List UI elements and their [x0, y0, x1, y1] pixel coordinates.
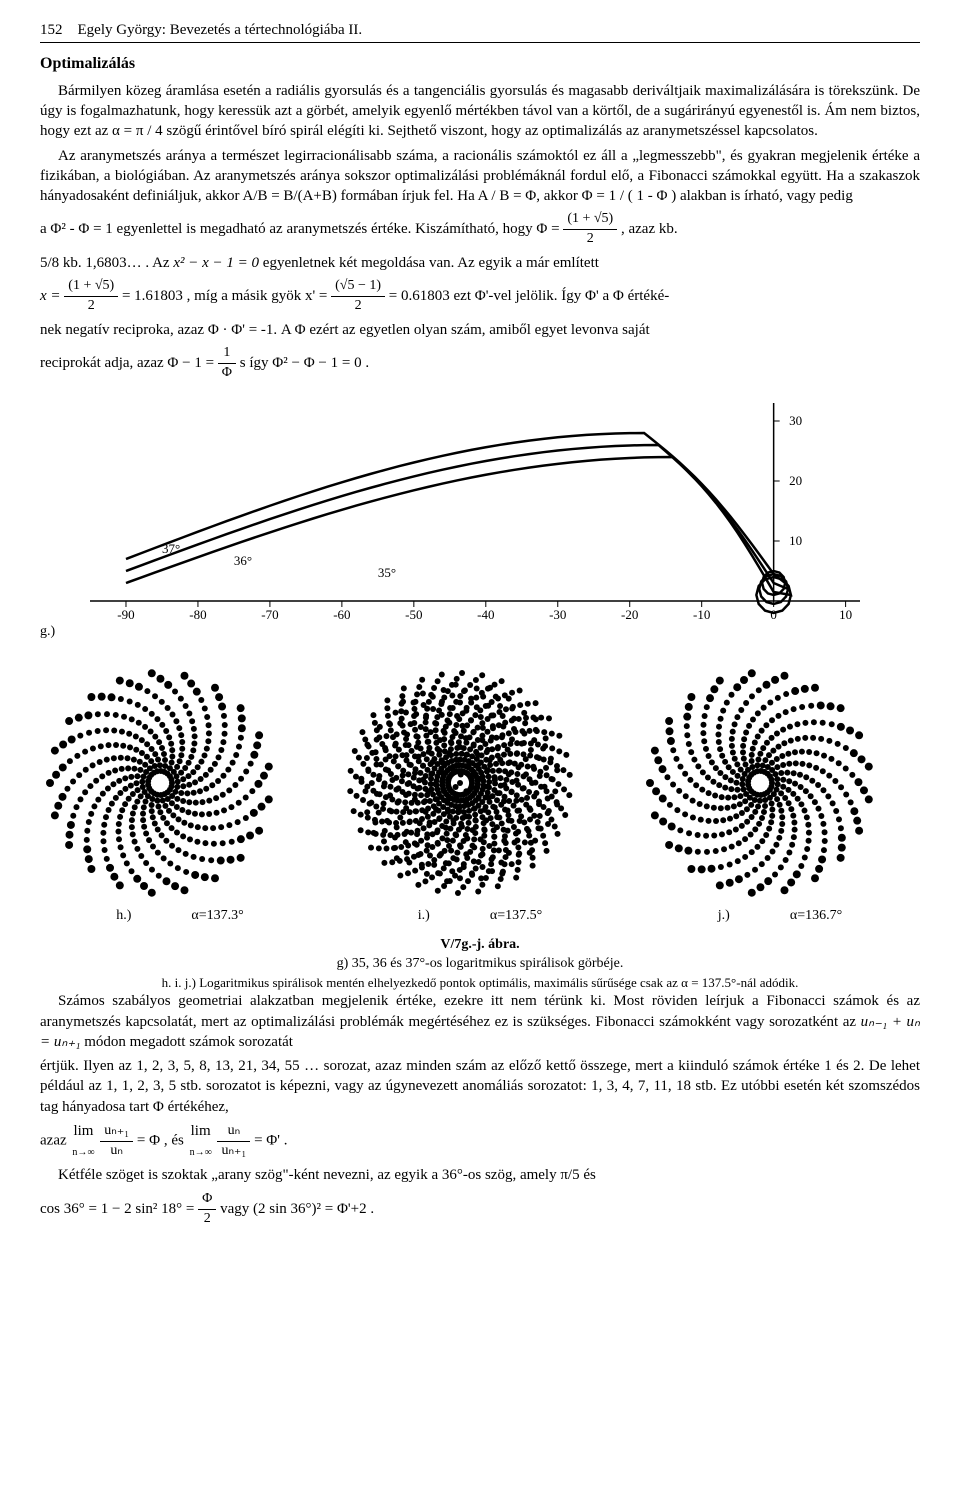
frac-root2: (√5 − 1) 2: [331, 277, 385, 316]
paragraph-4: Kétféle szöget is szoktak „arany szög"-k…: [40, 1165, 920, 1185]
svg-text:-90: -90: [117, 607, 134, 622]
frac-1-over-phi: 1 Φ: [218, 344, 236, 383]
math-line-phi-def: a Φ² - Φ = 1 egyenlettel is megadható az…: [40, 210, 920, 249]
chart-g: g.) -90 -80 -70 -60 -50 -40 -30 -20 -10 0 10 10 20 30…: [40, 393, 920, 653]
svg-text:10: 10: [789, 533, 802, 548]
math-line-limits: azaz lim n→∞ uₙ₊₁ uₙ = Φ , és lim n→∞ uₙ…: [40, 1121, 920, 1162]
frac-lim2: uₙ uₙ₊₁: [217, 1122, 250, 1161]
paragraph-3a: Számos szabályos geometriai alakzatban m…: [40, 991, 920, 1052]
svg-text:0: 0: [770, 607, 777, 622]
svg-text:-10: -10: [693, 607, 710, 622]
spiral-j: [640, 663, 880, 903]
svg-text:30: 30: [789, 413, 802, 428]
spirals-row: [40, 663, 920, 903]
math-line-reciprocal: reciprokát adja, azaz Φ − 1 = 1 Φ s így …: [40, 344, 920, 383]
svg-text:37°: 37°: [162, 541, 180, 556]
spiral-labels: h.)α=137.3° i.)α=137.5° j.)α=136.7°: [40, 907, 920, 926]
header-title: Egely György: Bevezetés a tértechnológiá…: [78, 22, 363, 38]
svg-text:-80: -80: [189, 607, 206, 622]
frac-root1: (1 + √5) 2: [64, 277, 118, 316]
svg-text:-50: -50: [405, 607, 422, 622]
figure-caption: V/7g.-j. ábra. g) 35, 36 és 37°-os logar…: [40, 936, 920, 991]
math-line-cos36: cos 36° = 1 − 2 sin² 18° = Φ 2 vagy (2 s…: [40, 1190, 920, 1229]
svg-text:20: 20: [789, 473, 802, 488]
chart-g-label: g.): [40, 623, 55, 642]
math-line-roots: x = (1 + √5) 2 = 1.61803 , míg a másik g…: [40, 277, 920, 316]
svg-text:-60: -60: [333, 607, 350, 622]
section-title: Optimalizálás: [40, 53, 920, 75]
spiral-h: [40, 663, 280, 903]
spiral-i: [340, 663, 580, 903]
chart-svg: -90 -80 -70 -60 -50 -40 -30 -20 -10 0 10 10 20 30 37° 3…: [40, 393, 920, 653]
frac-lim1: uₙ₊₁ uₙ: [100, 1122, 133, 1161]
svg-text:-20: -20: [621, 607, 638, 622]
svg-text:36°: 36°: [234, 553, 252, 568]
paragraph-2e: nek negatív reciproka, azaz Φ · Φ' = -1.…: [40, 320, 920, 340]
math-line-quadratic: 5/8 kb. 1,6803… . Az x² − x − 1 = 0 egye…: [40, 253, 920, 273]
svg-text:-70: -70: [261, 607, 278, 622]
page-header: 152 Egely György: Bevezetés a tértechnol…: [40, 20, 920, 43]
paragraph-2a: Az aranymetszés aránya a természet legir…: [40, 146, 920, 207]
svg-text:35°: 35°: [378, 565, 396, 580]
page-number: 152: [40, 22, 63, 38]
frac-phi: (1 + √5) 2: [563, 210, 617, 249]
svg-text:-30: -30: [549, 607, 566, 622]
paragraph-1: Bármilyen közeg áramlása esetén a radiál…: [40, 81, 920, 142]
paragraph-3b: értjük. Ilyen az 1, 2, 3, 5, 8, 13, 21, …: [40, 1056, 920, 1117]
frac-phi-2: Φ 2: [198, 1190, 216, 1229]
svg-text:-40: -40: [477, 607, 494, 622]
svg-text:10: 10: [839, 607, 852, 622]
